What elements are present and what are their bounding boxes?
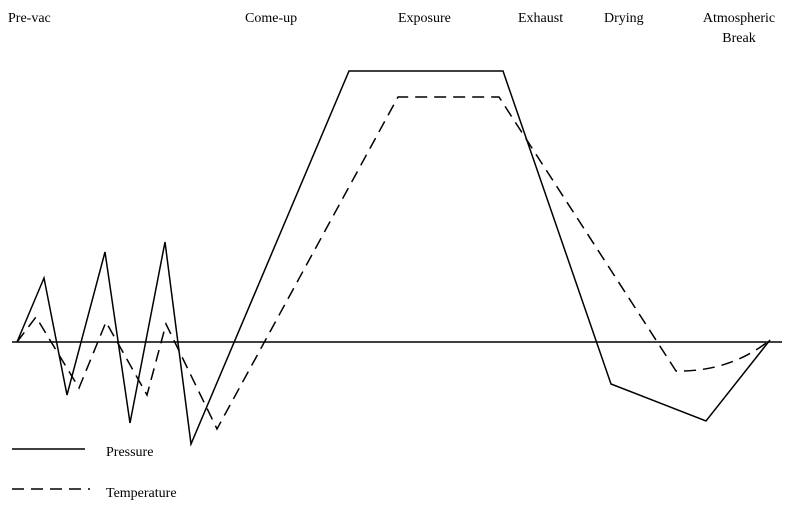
phase-label: Atmospheric Break — [702, 11, 776, 46]
phase-label: Drying — [604, 11, 644, 26]
legend-label: Pressure — [106, 445, 154, 460]
phase-label: Come-up — [245, 11, 298, 26]
phase-label: Exhaust — [518, 11, 564, 26]
phase-label: Exposure — [398, 11, 451, 26]
pressure-curve — [16, 70, 771, 447]
temperature-curve — [16, 96, 771, 431]
phase-label: Pre-vac — [8, 11, 51, 26]
legend-label: Temperature — [106, 486, 177, 501]
